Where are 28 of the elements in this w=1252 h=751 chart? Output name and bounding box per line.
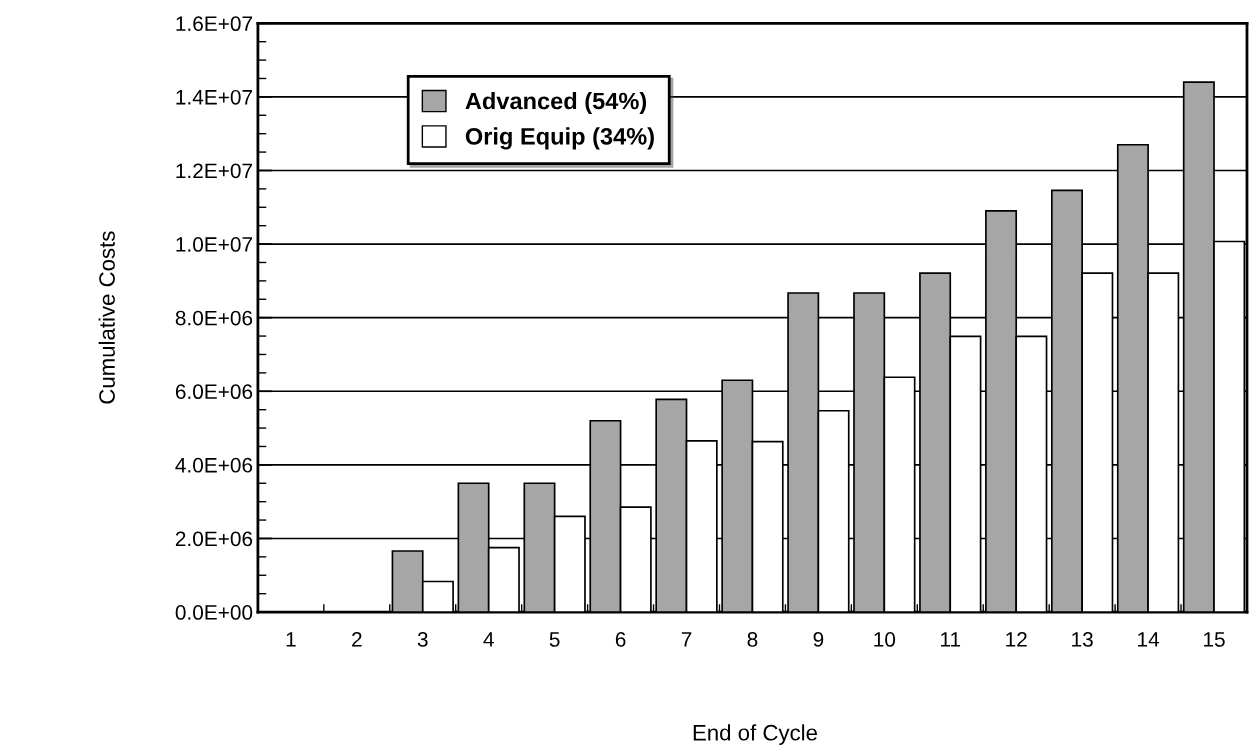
- legend-label: Advanced (54%): [465, 92, 647, 115]
- y-tick-label: 2.0E+06: [175, 531, 253, 547]
- x-tick-label: 1: [286, 632, 296, 647]
- x-tick-label: 9: [813, 632, 824, 647]
- x-tick-label: 14: [1138, 632, 1160, 647]
- x-tick-label: 2: [352, 632, 362, 647]
- x-tick-label: 12: [1006, 632, 1027, 647]
- x-tick-label: 7: [681, 632, 692, 647]
- x-tick-label: 6: [615, 632, 626, 647]
- y-tick-label: 1.0E+07: [176, 237, 253, 252]
- y-axis-title: Cumulative Costs: [98, 231, 115, 404]
- y-tick-label: 0.0E+00: [175, 605, 253, 620]
- x-tick-label: 11: [941, 632, 961, 647]
- y-tick-label: 1.2E+07: [176, 163, 253, 179]
- x-tick-label: 10: [874, 632, 896, 647]
- y-tick-label: 8.0E+06: [175, 310, 253, 326]
- y-tick-label: 4.0E+06: [175, 457, 253, 473]
- x-axis-title: End of Cycle: [693, 724, 817, 745]
- y-tick-label: 1.6E+07: [176, 16, 253, 32]
- x-tick-label: 4: [483, 632, 494, 647]
- y-tick-label: 1.4E+07: [176, 89, 253, 105]
- x-tick-label: 8: [747, 632, 758, 647]
- x-tick-label: 5: [549, 632, 560, 647]
- legend-label: Orig Equip (34%): [465, 127, 654, 150]
- x-tick-label: 15: [1204, 632, 1225, 647]
- y-tick-label: 6.0E+06: [175, 384, 253, 400]
- x-tick-label: 13: [1072, 632, 1093, 647]
- x-tick-label: 3: [417, 632, 428, 647]
